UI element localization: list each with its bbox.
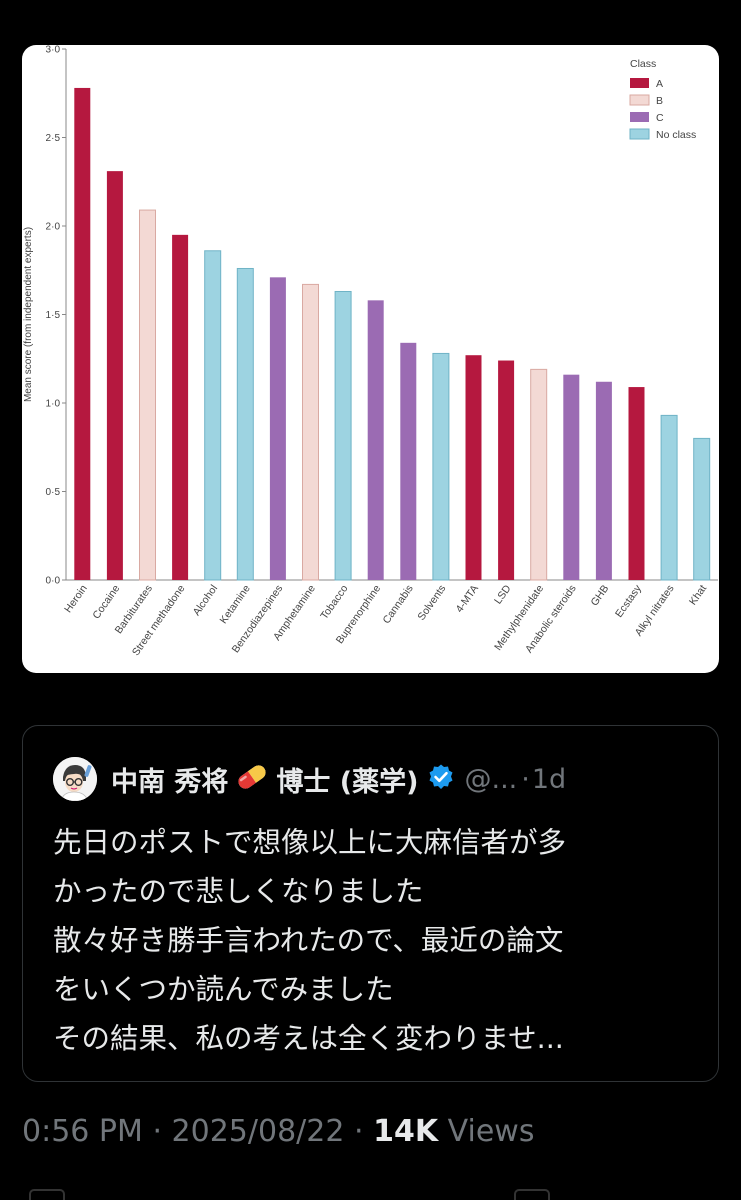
x-tick-label: LSD	[492, 583, 514, 607]
bar-buprenorphine	[367, 300, 384, 580]
bar-heroin	[74, 87, 91, 580]
x-tick-label: 4-MTA	[453, 583, 480, 615]
views-label: Views	[447, 1114, 535, 1149]
bar-street-methadone	[172, 234, 189, 580]
quoted-text-line: かったので悲しくなりました	[53, 875, 424, 908]
bar-tobacco	[334, 290, 352, 581]
quoted-post-time[interactable]: 1d	[531, 763, 567, 795]
legend-swatch	[630, 78, 649, 88]
x-tick-label: GHB	[588, 583, 611, 609]
bar-chart: 0·0 0·5 1·0 1·5 2·0 2·5 3·0 Mean score (from in…	[23, 45, 718, 658]
legend-entry: C	[656, 112, 664, 124]
x-tick-label: Heroin	[62, 583, 90, 615]
legend-entry: A	[656, 78, 663, 90]
x-tick-label: Tobacco	[318, 583, 350, 622]
bar-anabolic-steroids	[563, 374, 580, 580]
x-tick-label: Cocaine	[90, 583, 122, 622]
bar-khat	[693, 437, 711, 581]
quoted-author-title[interactable]: 博士 (薬学)	[276, 766, 419, 798]
legend-title: Class	[630, 58, 656, 70]
y-tick-label: 2·0	[46, 222, 61, 233]
verified-badge-icon	[427, 763, 455, 795]
x-tick-label: Ketamine	[217, 583, 252, 626]
bar-alkyl-nitrates	[660, 414, 678, 581]
bar-alcohol	[204, 250, 222, 581]
quoted-text-line: 先日のポストで想像以上に大麻信者が多	[53, 826, 567, 859]
quoted-author-handle[interactable]: @...	[464, 763, 518, 795]
chart-image-card[interactable]: 0·0 0·5 1·0 1·5 2·0 2·5 3·0 Mean score (from in…	[22, 45, 719, 673]
y-tick-label: 0·5	[46, 487, 61, 498]
bar-methylphenidate	[530, 368, 548, 581]
y-axis-label: Mean score (from independent experts)	[23, 227, 34, 402]
bar-solvents	[432, 352, 450, 581]
bar-4-mta	[465, 355, 482, 580]
bar-ketamine	[236, 267, 254, 581]
bar-ecstasy	[628, 387, 645, 580]
bar-benzodiazepines	[269, 277, 286, 580]
views-count[interactable]: 14K	[373, 1114, 439, 1149]
bar-ghb	[595, 381, 612, 580]
bookmark-icon[interactable]	[514, 1189, 550, 1200]
x-tick-label: Cannabis	[380, 583, 415, 626]
quoted-author-name[interactable]: 中南 秀将	[111, 766, 229, 798]
y-tick-label: 1·5	[46, 310, 61, 321]
x-tick-label: Khat	[687, 583, 709, 608]
bar-lsd	[498, 360, 515, 580]
quoted-post-header: 中南 秀将 博士 (薬学) @... · 1d	[53, 756, 566, 802]
quoted-post-card[interactable]: 中南 秀将 博士 (薬学) @... · 1d 先日のポストで想像以上に大麻信者…	[22, 725, 719, 1082]
post-meta-footer: 0:56 PM · 2025/08/22 · 14K Views	[22, 1114, 534, 1149]
post-time[interactable]: 0:56 PM	[22, 1114, 143, 1149]
legend-entry: No class	[656, 129, 696, 141]
x-tick-label: Alcohol	[191, 583, 221, 618]
action-bar-partial	[29, 1189, 550, 1200]
y-tick-label: 0·0	[46, 576, 61, 587]
y-tick-label: 3·0	[46, 45, 61, 56]
quoted-text-line: 散々好き勝手言われたので、最近の論文	[53, 924, 564, 957]
header-separator: ·	[521, 763, 530, 795]
quoted-post-text: 先日のポストで想像以上に大麻信者が多 かったので悲しくなりました 散々好き勝手言…	[53, 818, 703, 1063]
post-date[interactable]: 2025/08/22	[171, 1114, 345, 1149]
legend-swatch	[629, 94, 650, 106]
bar-cannabis	[400, 342, 417, 580]
bar-amphetamine	[302, 283, 319, 581]
meta-separator: ·	[152, 1114, 162, 1149]
y-tick-label: 2·5	[46, 133, 61, 144]
legend-swatch	[629, 128, 650, 140]
pill-icon	[234, 762, 270, 796]
legend-entry: B	[656, 95, 663, 107]
reply-icon[interactable]	[29, 1189, 65, 1200]
quoted-text-line: をいくつか読んでみました	[53, 973, 394, 1006]
x-tick-label: Solvents	[415, 583, 448, 623]
legend-swatch	[630, 112, 649, 122]
bar-cocaine	[106, 171, 123, 580]
quoted-text-line: その結果、私の考えは全く変わりませ...	[53, 1022, 564, 1055]
avatar-icon	[53, 757, 97, 801]
x-tick-label: Ecstasy	[613, 582, 644, 620]
meta-separator: ·	[354, 1114, 364, 1149]
avatar[interactable]	[53, 757, 97, 801]
y-tick-label: 1·0	[46, 399, 61, 410]
bar-barbiturates	[139, 209, 156, 581]
